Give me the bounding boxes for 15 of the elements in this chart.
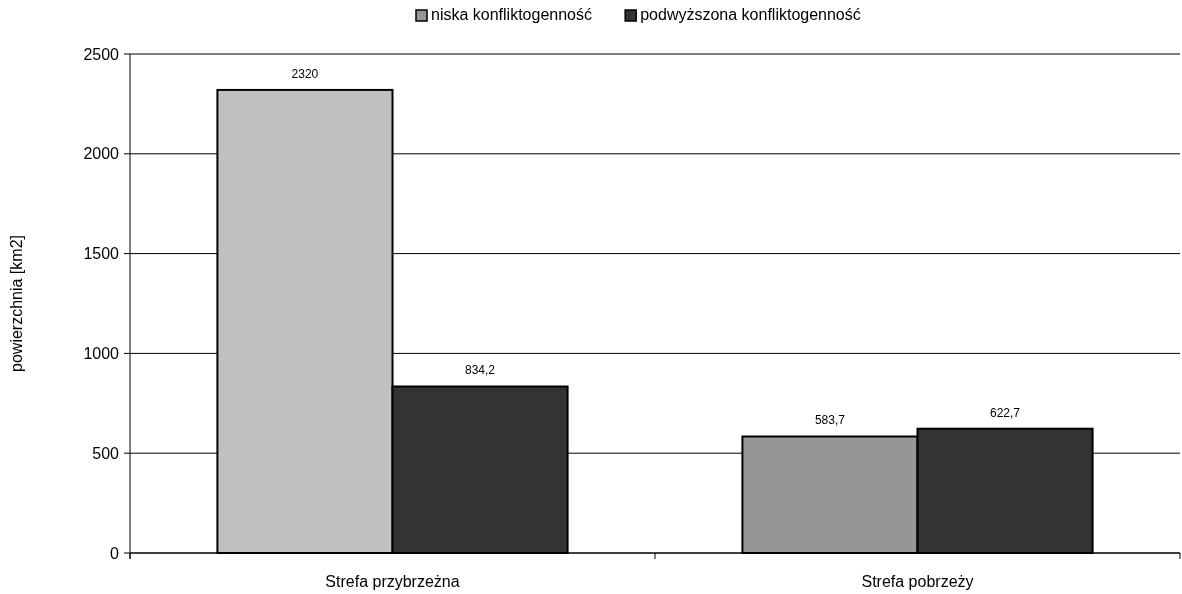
y-tick-label: 500 xyxy=(92,444,120,462)
legend-label: podwyższona konfliktogenność xyxy=(640,6,861,23)
y-tick-label: 2500 xyxy=(83,45,120,63)
y-tick-label: 2000 xyxy=(83,145,120,163)
y-axis-title: powierzchnia [km2] xyxy=(8,235,25,372)
legend-label: niska konfliktogenność xyxy=(431,6,592,23)
y-tick-label: 0 xyxy=(110,544,120,562)
y-tick-label: 1000 xyxy=(83,345,120,362)
data-label: 583,7 xyxy=(814,413,846,428)
data-label: 2320 xyxy=(291,66,319,81)
x-tick-label: Strefa przybrzeżna xyxy=(325,573,460,590)
x-tick-label: Strefa pobrzeży xyxy=(861,573,974,590)
data-label: 622,7 xyxy=(990,405,1021,420)
y-tick-label: 1500 xyxy=(83,245,120,263)
data-label: 834,2 xyxy=(465,363,496,378)
